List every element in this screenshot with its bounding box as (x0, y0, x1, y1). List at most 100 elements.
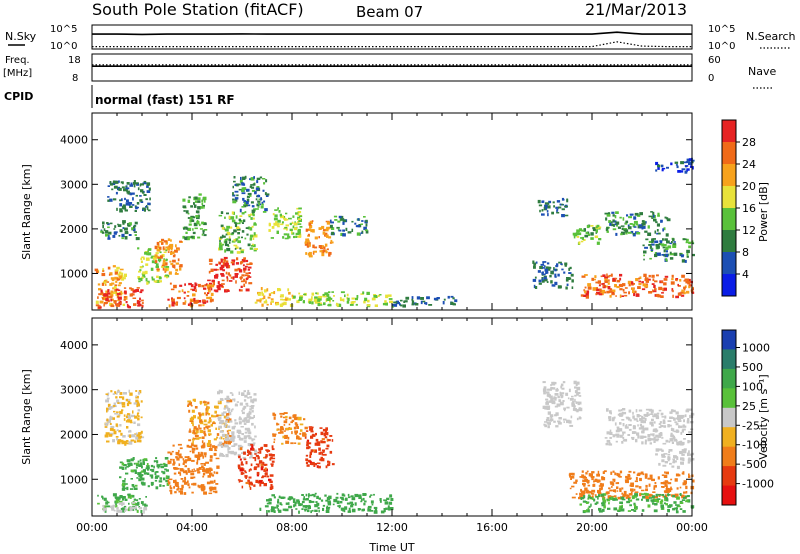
heatmap-cell (303, 418, 306, 421)
heatmap-cell (378, 294, 380, 297)
heatmap-cell (251, 438, 254, 442)
heatmap-cell (118, 180, 120, 183)
heatmap-cell (107, 226, 110, 229)
heatmap-cell (173, 479, 177, 484)
heatmap-cell (102, 496, 104, 500)
heatmap-cell (555, 425, 559, 428)
heatmap-cell (364, 229, 368, 232)
heatmap-cell (260, 287, 263, 291)
heatmap-cell (276, 230, 279, 234)
heatmap-cell (329, 435, 333, 437)
heatmap-cell (645, 276, 647, 279)
heatmap-cell (311, 449, 316, 452)
heatmap-cell (284, 298, 288, 301)
heatmap-cell (102, 297, 104, 300)
heatmap-cell (562, 400, 565, 402)
heatmap-cell (545, 272, 548, 274)
heatmap-cell (671, 465, 675, 468)
heatmap-cell (321, 225, 325, 229)
heatmap-cell (673, 438, 678, 442)
heatmap-cell (217, 391, 220, 395)
heatmap-cell (311, 301, 314, 305)
heatmap-cell (575, 382, 578, 386)
heatmap-cell (154, 254, 158, 258)
heatmap-cell (121, 507, 126, 511)
heatmap-cell (314, 492, 317, 495)
heatmap-cell (159, 247, 162, 250)
heatmap-cell (113, 410, 116, 413)
heatmap-cell (169, 485, 172, 489)
heatmap-cell (574, 386, 577, 389)
heatmap-cell (622, 283, 626, 287)
heatmap-cell (134, 234, 137, 236)
heatmap-cell (305, 461, 308, 464)
heatmap-cell (211, 284, 215, 288)
heatmap-cell (286, 218, 289, 221)
heatmap-cell (672, 294, 674, 298)
heatmap-cell (356, 224, 361, 228)
heatmap-cell (616, 434, 620, 438)
heatmap-cell (226, 276, 229, 279)
heatmap-cell (281, 442, 284, 445)
heatmap-cell (244, 211, 247, 214)
heatmap-cell (605, 443, 609, 446)
heatmap-cell (670, 162, 673, 166)
heatmap-cell (251, 189, 256, 192)
heatmap-cell (213, 452, 217, 456)
heatmap-cell (658, 448, 663, 451)
heatmap-cell (169, 246, 173, 250)
heatmap-cell (642, 435, 647, 438)
heatmap-cell (332, 503, 335, 506)
heatmap-cell (165, 469, 169, 472)
heatmap-cell (119, 509, 123, 513)
heatmap-cell (141, 302, 144, 304)
heatmap-cell (285, 296, 287, 300)
heatmap-cell (677, 430, 680, 433)
heatmap-cell (669, 253, 674, 256)
heatmap-cell (587, 481, 590, 484)
heatmap-cell (244, 265, 248, 268)
heatmap-cell (360, 223, 363, 225)
heatmap-cell (574, 394, 577, 397)
heatmap-cell (298, 292, 301, 295)
heatmap-cell (225, 453, 229, 458)
heatmap-cell (320, 431, 324, 436)
heatmap-cell (219, 242, 222, 246)
heatmap-cell (220, 260, 223, 263)
heatmap-cell (293, 426, 297, 430)
heatmap-cell (274, 209, 278, 211)
heatmap-cell (198, 467, 202, 470)
heatmap-cell (270, 298, 274, 301)
heatmap-cell (631, 287, 635, 290)
heatmap-cell (583, 483, 586, 487)
heatmap-cell (305, 454, 309, 457)
heatmap-cell (296, 207, 299, 210)
heatmap-cell (600, 275, 603, 278)
heatmap-cell (218, 237, 222, 240)
colorbar-tick-label: 4 (742, 268, 749, 281)
heatmap-cell (319, 250, 323, 253)
heatmap-cell (113, 300, 117, 303)
heatmap-cell (128, 202, 133, 205)
heatmap-cell (203, 234, 207, 237)
heatmap-cell (267, 510, 270, 513)
heatmap-cell (301, 500, 305, 504)
heatmap-cell (411, 300, 415, 304)
heatmap-cell (644, 246, 648, 249)
heatmap-cell (259, 507, 262, 511)
heatmap-cell (559, 203, 564, 206)
heatmap-cell (596, 288, 600, 292)
heatmap-cell (226, 434, 229, 437)
heatmap-cell (215, 483, 219, 485)
heatmap-cell (302, 505, 307, 508)
heatmap-cell (323, 295, 327, 298)
heatmap-cell (140, 260, 143, 263)
heatmap-cell (245, 288, 250, 292)
heatmap-cell (146, 206, 149, 210)
heatmap-cell (680, 431, 683, 435)
heatmap-cell (330, 221, 334, 224)
heatmap-cell (216, 465, 220, 469)
heatmap-cell (688, 241, 692, 245)
heatmap-cell (287, 235, 291, 239)
